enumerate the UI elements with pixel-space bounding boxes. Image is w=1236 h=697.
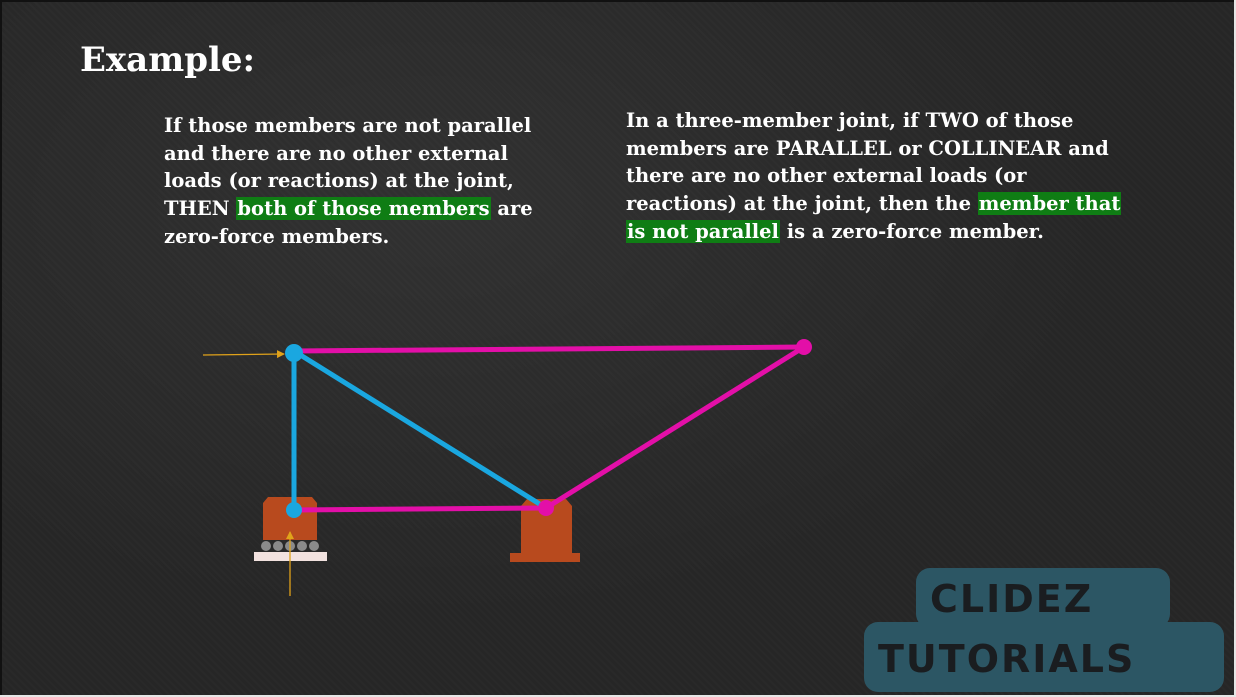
zero-force-member-diagonal (292, 348, 548, 511)
slide-frame-right (1234, 0, 1236, 697)
member-bottom-chord (293, 505, 547, 513)
slide-title: Example: (80, 40, 256, 80)
left-paragraph: If those members are not parallel and th… (164, 112, 533, 251)
left-paragraph-line: THEN both of those members are (164, 195, 533, 223)
right-paragraph-line: there are no other external loads (or (626, 164, 1027, 188)
watermark-line2: TUTORIALS (878, 637, 1136, 681)
joint-roller (286, 502, 302, 518)
left-paragraph-line: and there are no other external (164, 141, 508, 165)
right-paragraph-text: is a zero-force member. (779, 219, 1044, 243)
watermark-line1: CLIDEZ (930, 577, 1094, 621)
horizontal-load-arrow (202, 350, 285, 359)
slide-frame-bottom (0, 695, 1236, 697)
roller-wheel (297, 541, 307, 551)
roller-wheel (273, 541, 283, 551)
right-paragraph-line: members are PARALLEL or COLLINEAR and (626, 136, 1109, 160)
joint-top-right (796, 339, 812, 355)
slide-frame-left (0, 0, 2, 697)
roller-wheel (309, 541, 319, 551)
joint-pin (538, 500, 554, 516)
watermark-bottom-panel (864, 622, 1224, 692)
roller-wheel (261, 541, 271, 551)
right-highlight: is not parallel (626, 219, 780, 243)
left-highlight: both of those members (236, 197, 491, 221)
right-paragraph-line: In a three-member joint, if TWO of those (626, 109, 1074, 132)
watermark-logo: CLIDEZ TUTORIALS (864, 568, 1226, 692)
joint-top-left (285, 344, 303, 362)
left-paragraph-text: THEN (164, 197, 237, 221)
watermark-top-panel (916, 568, 1170, 628)
left-paragraph-text: are (490, 197, 533, 221)
pin-support (510, 499, 580, 562)
right-paragraph-line: is not parallel is a zero-force member. (626, 218, 1121, 246)
right-highlight: member that (977, 192, 1122, 216)
left-paragraph-line: loads (or reactions) at the joint, (164, 169, 514, 193)
right-paragraph-text: reactions) at the joint, then the (626, 192, 978, 216)
left-paragraph-line: zero-force members. (164, 224, 390, 248)
right-paragraph-line: reactions) at the joint, then the member… (626, 190, 1122, 218)
pin-support-base (510, 553, 580, 562)
left-paragraph-line: If those members are not parallel (164, 114, 532, 137)
right-paragraph: In a three-member joint, if TWO of those… (626, 107, 1122, 246)
pin-support-body (521, 499, 572, 553)
member-top-chord (293, 344, 805, 354)
slide-frame-top (0, 0, 1236, 2)
member-right-diagonal (544, 344, 806, 511)
